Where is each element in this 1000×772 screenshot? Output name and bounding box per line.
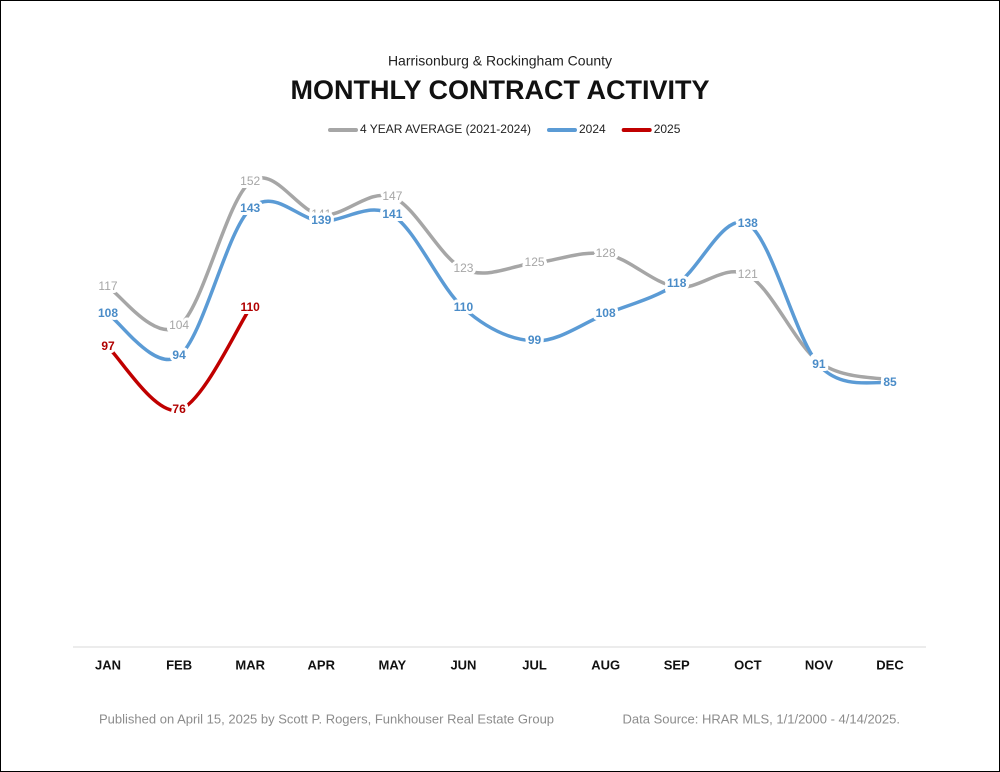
x-tick-label: JUL bbox=[522, 657, 547, 672]
data-label: 143 bbox=[240, 201, 260, 215]
x-tick-label: AUG bbox=[591, 657, 620, 672]
legend-label: 2025 bbox=[654, 122, 681, 136]
data-label: 125 bbox=[525, 255, 545, 269]
data-label: 99 bbox=[528, 333, 542, 347]
data-label: 92 bbox=[812, 354, 826, 368]
data-label: 94 bbox=[172, 348, 186, 362]
chart-subtitle: Harrisonburg & Rockingham County bbox=[388, 53, 612, 69]
series-line bbox=[106, 306, 252, 412]
data-label: 152 bbox=[240, 174, 260, 188]
legend-label: 4 YEAR AVERAGE (2021-2024) bbox=[360, 122, 531, 136]
data-label: 123 bbox=[453, 261, 473, 275]
series-line bbox=[106, 176, 892, 382]
data-label: 104 bbox=[169, 318, 189, 332]
data-label: 128 bbox=[596, 246, 616, 260]
data-label: 139 bbox=[311, 213, 331, 227]
data-label: 108 bbox=[596, 306, 616, 320]
footer-left: Published on April 15, 2025 by Scott P. … bbox=[99, 711, 554, 726]
data-label: 118 bbox=[667, 276, 687, 290]
x-tick-label: JAN bbox=[95, 657, 121, 672]
x-tick-label: NOV bbox=[805, 657, 834, 672]
data-label: 110 bbox=[454, 300, 474, 314]
data-label: 117 bbox=[667, 279, 686, 293]
x-tick-label: JUN bbox=[450, 657, 476, 672]
data-label: 117 bbox=[98, 279, 117, 293]
x-tick-label: MAR bbox=[235, 657, 265, 672]
data-label: 85 bbox=[883, 375, 897, 389]
data-label: 76 bbox=[172, 402, 186, 416]
x-tick-label: DEC bbox=[876, 657, 904, 672]
data-label: 121 bbox=[738, 267, 758, 281]
data-label: 141 bbox=[382, 207, 402, 221]
x-tick-label: OCT bbox=[734, 657, 762, 672]
legend: 4 YEAR AVERAGE (2021-2024) 2024 2025 bbox=[328, 122, 681, 136]
data-label: 110 bbox=[241, 300, 261, 314]
series-line bbox=[106, 199, 892, 385]
x-tick-label: MAY bbox=[379, 657, 407, 672]
x-tick-label: FEB bbox=[166, 657, 192, 672]
x-tick-label: APR bbox=[308, 657, 336, 672]
footer-right: Data Source: HRAR MLS, 1/1/2000 - 4/14/2… bbox=[623, 711, 901, 726]
data-label: 86 bbox=[883, 372, 897, 386]
data-label: 91 bbox=[812, 357, 826, 371]
data-label: 108 bbox=[98, 306, 118, 320]
chart-title: MONTHLY CONTRACT ACTIVITY bbox=[290, 75, 709, 105]
x-tick-label: SEP bbox=[664, 657, 690, 672]
data-label: 97 bbox=[101, 339, 115, 353]
data-label: 141 bbox=[311, 207, 331, 221]
legend-label: 2024 bbox=[579, 122, 606, 136]
data-label: 138 bbox=[738, 216, 758, 230]
data-label: 147 bbox=[382, 189, 402, 203]
